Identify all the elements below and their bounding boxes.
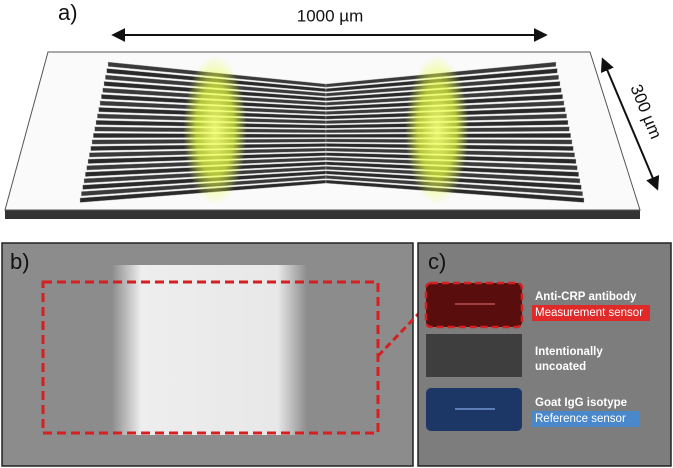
panel-c: c) Anti-CRP antibody Measurement sensor … bbox=[417, 242, 672, 467]
panel-label: a) bbox=[58, 0, 78, 25]
glow-spot bbox=[183, 55, 247, 205]
sensor-title: Anti-CRP antibody bbox=[535, 291, 637, 303]
panel-label: b) bbox=[10, 249, 30, 274]
glow-spot bbox=[405, 55, 469, 205]
panel-a: 1000 µm 300 µm a) bbox=[4, 0, 665, 219]
sensor-glint bbox=[455, 303, 495, 305]
panel-b: b) bbox=[1, 242, 414, 467]
sensor-role: Measurement sensor bbox=[535, 307, 643, 319]
sensor-title: Intentionally bbox=[535, 346, 603, 358]
length-label: 1000 µm bbox=[297, 6, 364, 25]
bright-region bbox=[112, 265, 307, 435]
width-label: 300 µm bbox=[626, 82, 665, 142]
sensor-role: Reference sensor bbox=[535, 413, 626, 425]
zoom-box bbox=[41, 280, 380, 435]
label-bg bbox=[532, 411, 640, 427]
label-bg bbox=[532, 305, 650, 321]
slab-edge bbox=[5, 210, 640, 219]
sensor-title: Goat IgG isotype bbox=[535, 397, 627, 409]
sensor-glint bbox=[455, 408, 495, 410]
panel-label: c) bbox=[428, 249, 446, 274]
width-arrow bbox=[600, 57, 660, 191]
sensor-title: uncoated bbox=[535, 361, 586, 373]
sensor bbox=[426, 334, 522, 377]
